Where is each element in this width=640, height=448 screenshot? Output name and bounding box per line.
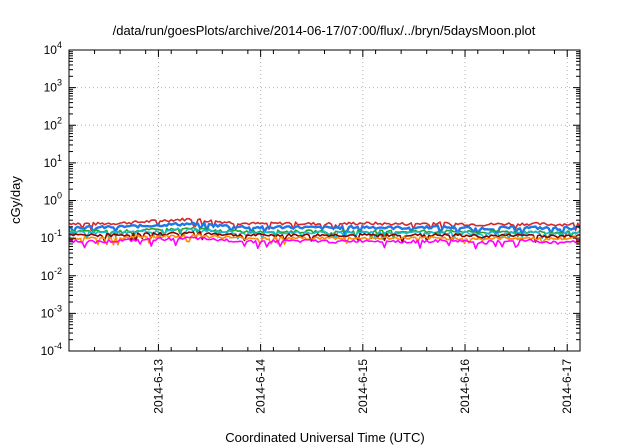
- series-line: [68, 236, 581, 250]
- chart-title: /data/run/goesPlots/archive/2014-06-17/0…: [113, 23, 536, 38]
- x-tick-label: 2014-6-17: [560, 359, 574, 414]
- y-axis-title: cGy/day: [8, 176, 23, 224]
- y-tick-label: 101: [44, 153, 62, 170]
- y-tick-label: 102: [44, 115, 62, 132]
- series-line: [68, 227, 581, 241]
- x-tick-label: 2014-6-13: [151, 359, 165, 414]
- x-axis-title: Coordinated Universal Time (UTC): [225, 430, 424, 445]
- x-tick-label: 2014-6-15: [356, 359, 370, 414]
- y-tick-label: 100: [44, 191, 62, 208]
- x-axis: 2014-6-13 2014-6-14 2014-6-15 2014-6-16 2014…: [68, 50, 581, 414]
- x-tick-label: 2014-6-14: [254, 359, 268, 414]
- series-line: [68, 226, 581, 240]
- x-tick-label: 2014-6-16: [458, 359, 472, 414]
- y-tick-label: 10-3: [41, 303, 62, 320]
- y-axis: 10-4 10-3 10-2 10-1 100 101 102 103 104: [41, 40, 580, 358]
- series-layer: [68, 217, 581, 250]
- y-tick-label: 10-4: [41, 341, 62, 358]
- y-tick-label: 103: [44, 78, 62, 95]
- series-line: [69, 233, 581, 246]
- y-tick-label: 10-1: [41, 228, 62, 245]
- y-tick-label: 10-2: [41, 266, 62, 283]
- y-tick-label: 104: [44, 40, 62, 57]
- series-line: [68, 230, 581, 243]
